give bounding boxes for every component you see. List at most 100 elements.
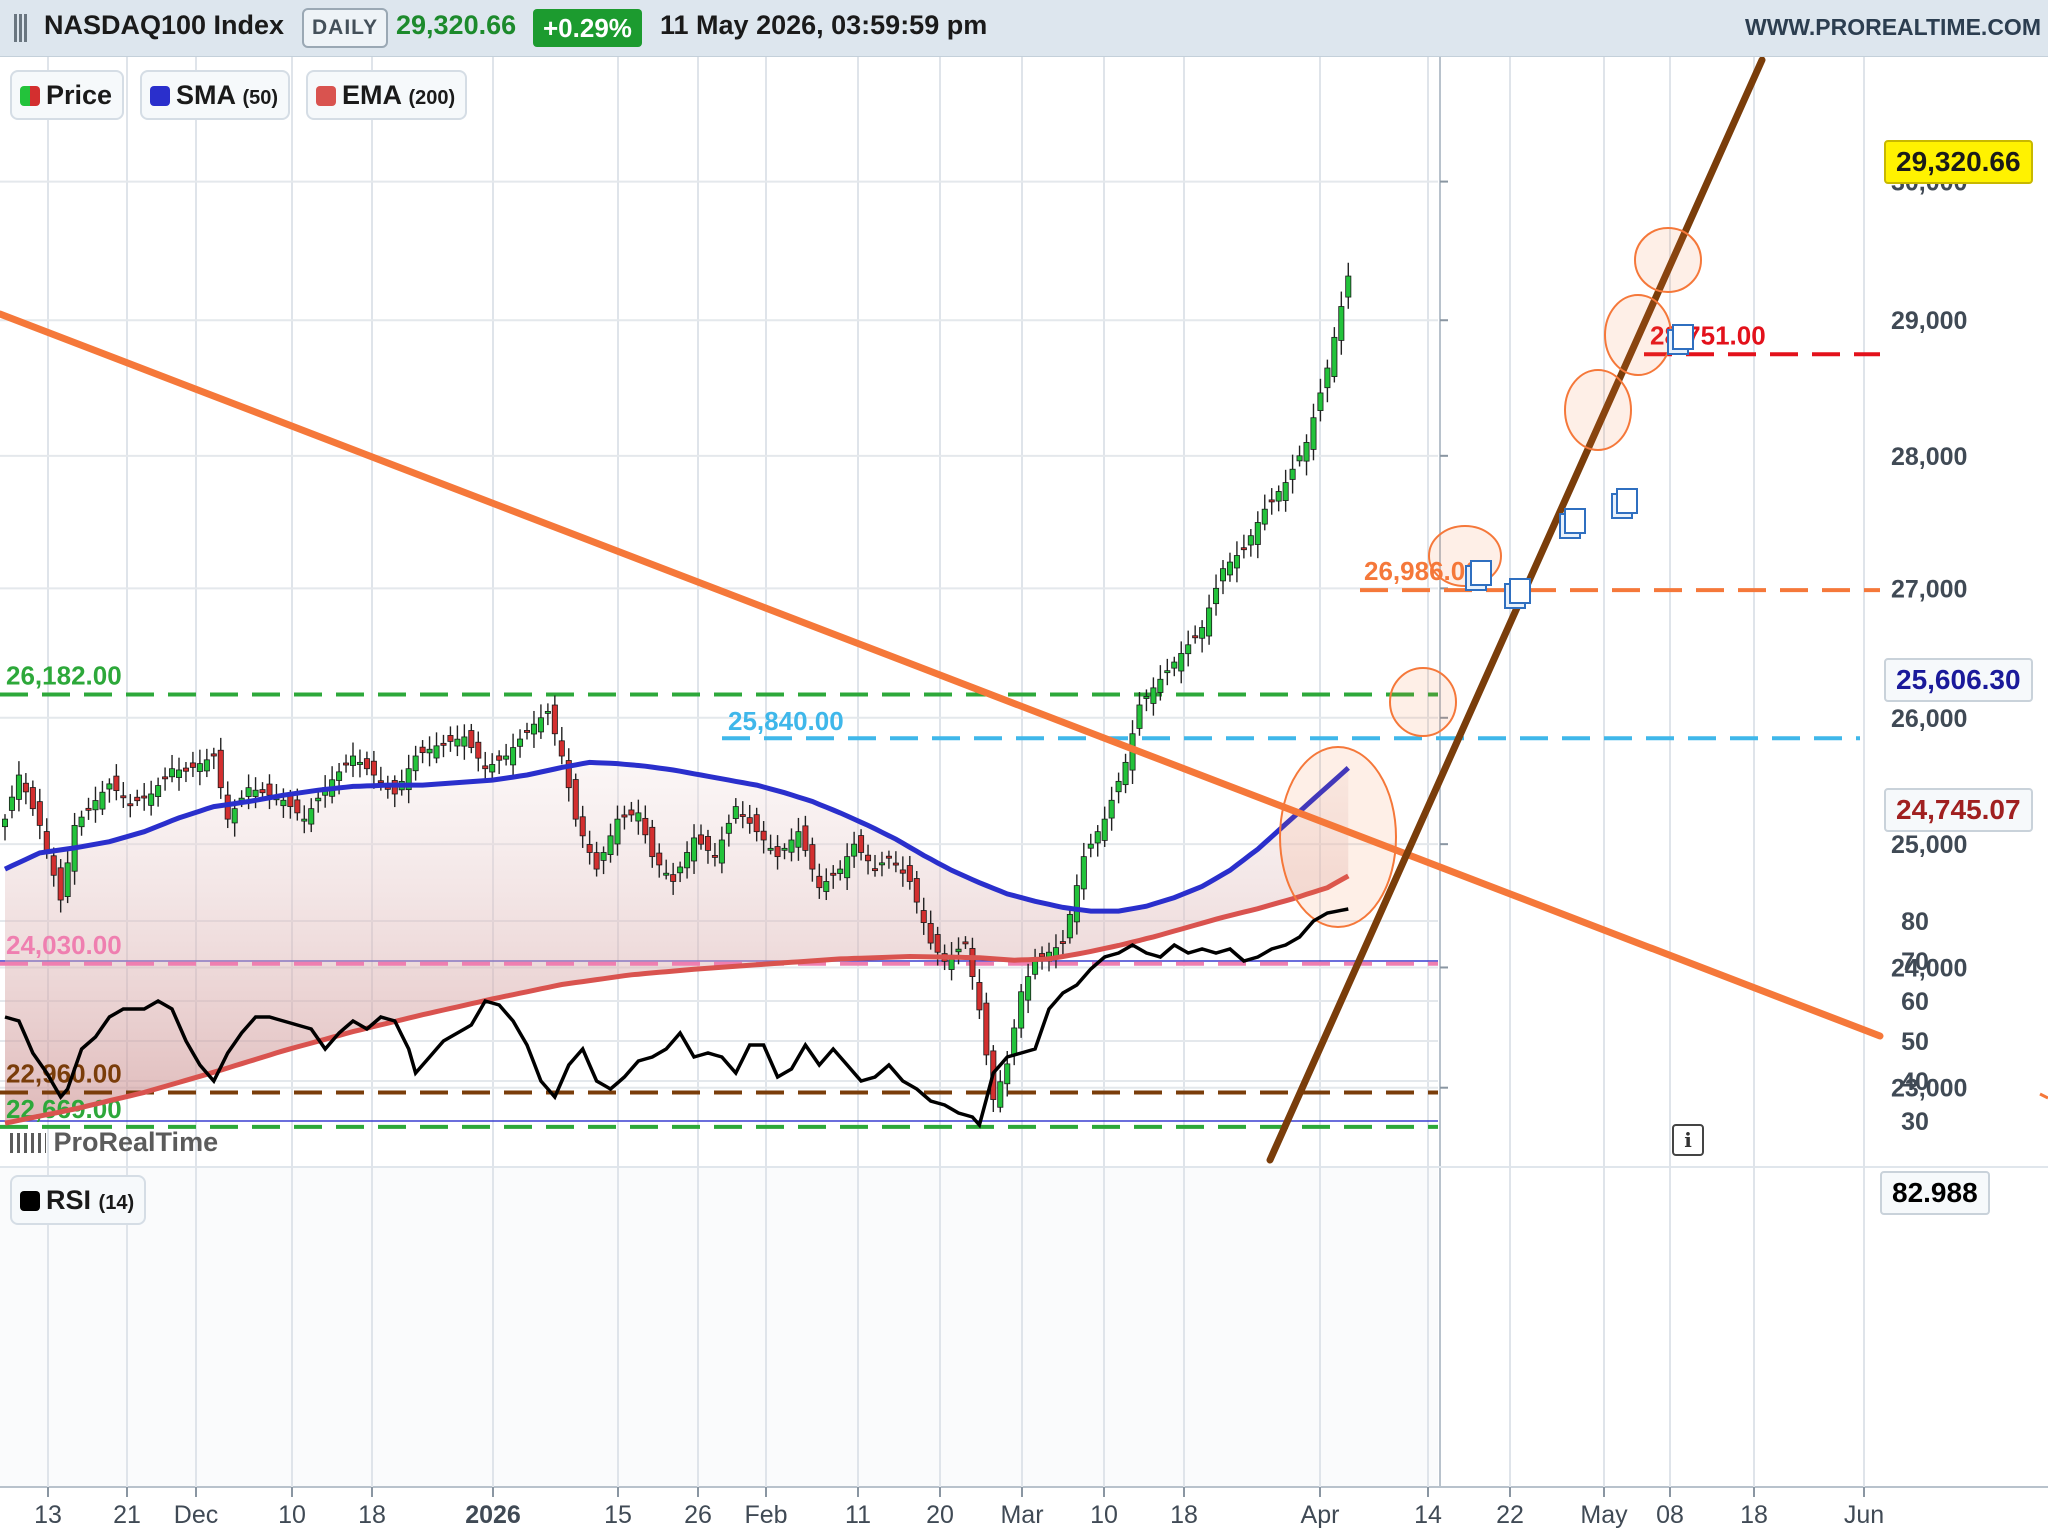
resistance-trendline — [0, 310, 1884, 1040]
candle-body — [1213, 587, 1220, 605]
candle-body — [85, 807, 92, 811]
candle-body — [1080, 856, 1087, 890]
candle-body — [872, 868, 879, 872]
change-badge: +0.29% — [533, 9, 642, 47]
candle-body — [315, 797, 322, 802]
candle-body — [134, 796, 141, 802]
candle-body — [823, 881, 830, 892]
candle-body — [677, 866, 684, 874]
price-axis-label: 26,000 — [1891, 705, 1967, 733]
candle-body — [1324, 367, 1331, 389]
level-label: 25,840.00 — [728, 706, 844, 736]
candle-body — [635, 812, 642, 822]
candle-body — [15, 774, 22, 800]
candle-body — [795, 831, 802, 848]
legend-sma-period: (50) — [242, 87, 279, 109]
time-axis-label: Dec — [174, 1501, 218, 1529]
candle-body — [802, 825, 809, 851]
candle-body — [698, 834, 705, 845]
candle-body — [1282, 482, 1289, 501]
highlight-circle — [1604, 294, 1672, 376]
candle-body — [691, 837, 698, 862]
candle-body — [851, 843, 858, 857]
candle-body — [162, 776, 169, 780]
candle-body — [586, 844, 593, 853]
legend-sma[interactable]: SMA (50) — [140, 70, 291, 120]
time-axis-label: May — [1580, 1501, 1628, 1529]
time-axis-label: 13 — [34, 1501, 62, 1529]
candle-body — [997, 1081, 1004, 1108]
candle-body — [1240, 547, 1247, 551]
candle-body — [621, 814, 628, 818]
time-axis-label: 14 — [1414, 1501, 1442, 1529]
candle-body — [412, 755, 419, 772]
candle-body — [830, 872, 837, 876]
candle-body — [969, 948, 976, 977]
price-value-tag: 29,320.66 — [1884, 140, 2033, 184]
site-link[interactable]: WWW.PROREALTIME.COM — [1745, 14, 2041, 40]
candle-body — [544, 710, 551, 714]
candle-body — [363, 758, 370, 770]
candle-body — [182, 767, 189, 772]
time-axis-label: Mar — [1000, 1501, 1043, 1529]
candle-body — [1178, 653, 1185, 672]
time-axis-label: 08 — [1656, 1501, 1684, 1529]
candle-body — [1233, 555, 1240, 569]
time-axis-label: 18 — [358, 1501, 386, 1529]
candle-body — [433, 745, 440, 759]
legend-ema[interactable]: EMA (200) — [306, 70, 468, 120]
candle-body — [496, 755, 503, 761]
candle-body — [739, 814, 746, 817]
candle-body — [1220, 568, 1227, 582]
candle-body — [78, 816, 85, 828]
timeframe-button[interactable]: DAILY — [302, 8, 389, 48]
candle-body — [2, 818, 8, 828]
candle-body — [844, 856, 851, 879]
candle-body — [259, 789, 266, 794]
legend-rsi[interactable]: RSI (14) — [10, 1175, 147, 1225]
candle-body — [878, 862, 885, 866]
price-swatch-icon — [20, 86, 40, 106]
candle-body — [440, 742, 447, 746]
candle-body — [600, 852, 607, 861]
candle-body — [349, 755, 356, 766]
candle-body — [1066, 914, 1073, 939]
news-document-icon-front — [1672, 324, 1694, 350]
candle-body — [1157, 678, 1164, 693]
candle-body — [656, 852, 663, 866]
candle-body — [1345, 275, 1352, 298]
candle-body — [1039, 953, 1046, 958]
ema-line — [4, 873, 1350, 1126]
info-icon[interactable]: i — [1672, 1124, 1704, 1156]
rsi-pane — [0, 1167, 1438, 1487]
news-document-icon-front — [1470, 560, 1492, 586]
candle-body — [447, 735, 454, 742]
candle-body — [127, 803, 134, 807]
candle-body — [461, 736, 468, 747]
watermark-text: ProRealTime — [53, 1127, 219, 1157]
highlight-circle — [1564, 369, 1632, 451]
candle-body — [976, 982, 983, 1011]
candle-body — [983, 1002, 990, 1056]
candle-body — [1011, 1027, 1018, 1056]
candle-body — [356, 761, 363, 765]
last-price: 29,320.66 — [396, 10, 517, 40]
candle-body — [1268, 499, 1275, 503]
legend-price[interactable]: Price — [10, 70, 125, 120]
candle-body — [530, 723, 537, 735]
time-axis-label: 11 — [845, 1501, 871, 1529]
candle-body — [1122, 761, 1129, 786]
rsi-axis-label: 50 — [1901, 1028, 1929, 1056]
candle-body — [454, 738, 461, 747]
candle-body — [537, 717, 544, 733]
candle-body — [1206, 607, 1213, 637]
level-label: 26,986.00 — [1364, 556, 1480, 586]
highlight-circle — [1634, 227, 1702, 293]
candle-body — [57, 867, 64, 901]
candle-body — [1247, 535, 1254, 546]
legend-price-label: Price — [46, 80, 113, 110]
symbol-name[interactable]: NASDAQ100 Index — [44, 10, 285, 40]
level-label: 26,182.00 — [6, 660, 122, 690]
candle-body — [475, 741, 482, 759]
